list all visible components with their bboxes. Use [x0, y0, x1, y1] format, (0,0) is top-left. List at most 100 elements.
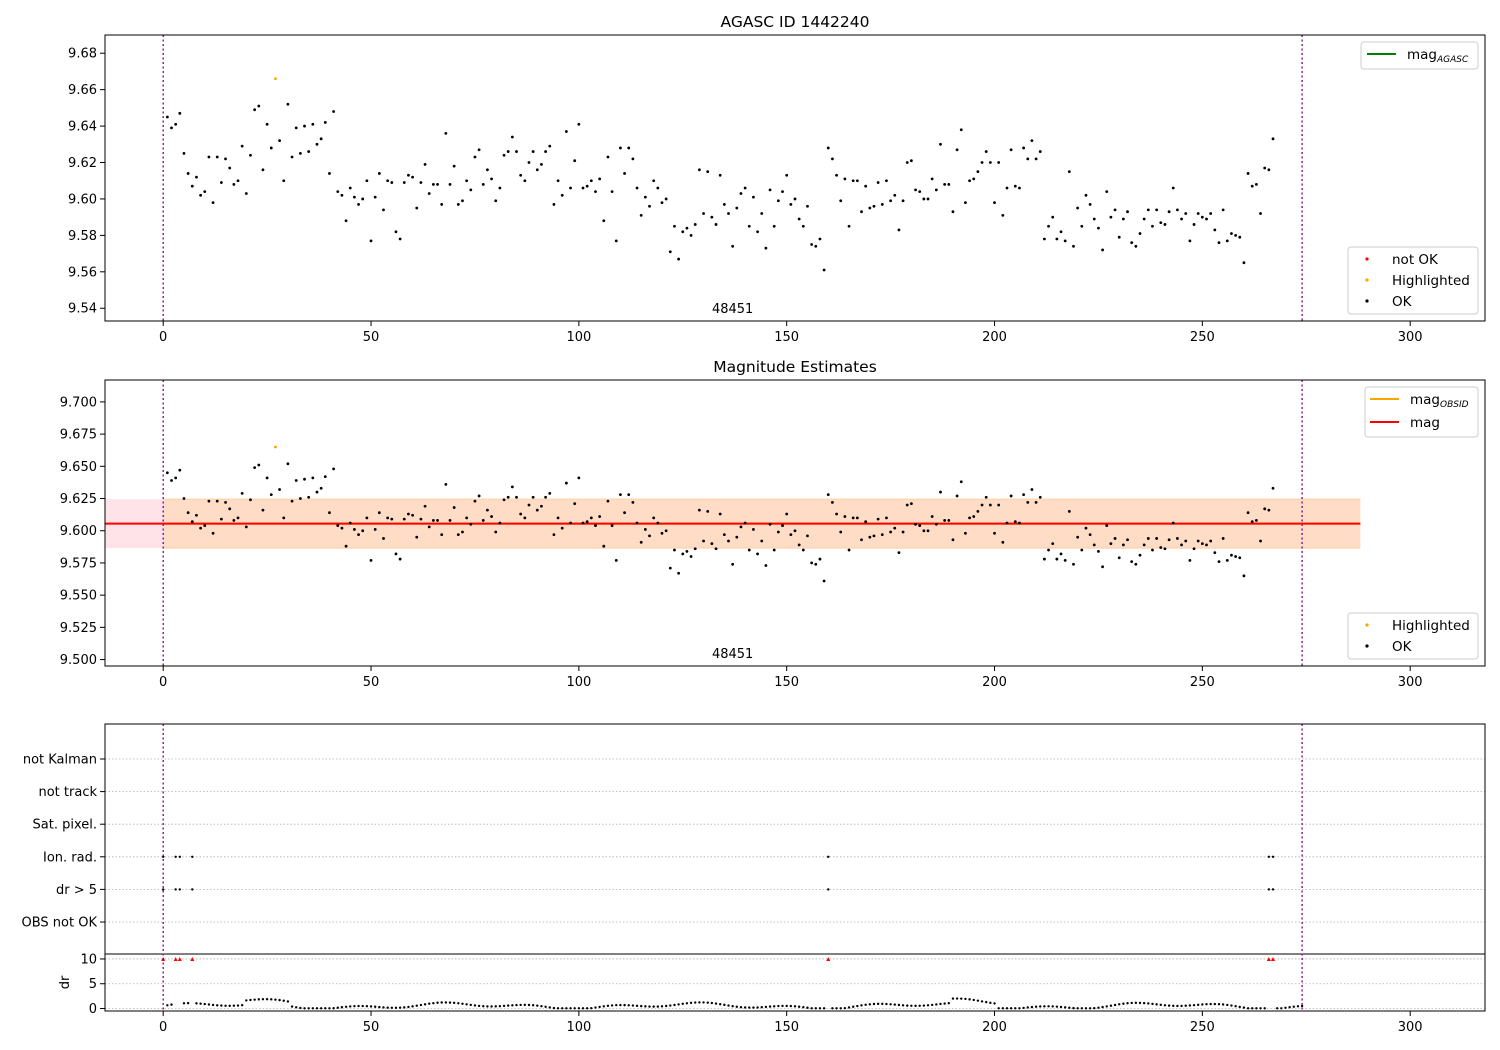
panel3-dr-point [565, 1007, 568, 1010]
panel3-dr-point [939, 1002, 942, 1006]
panel2-ok-point [814, 562, 818, 566]
panel3-dr-point [494, 1005, 497, 1008]
panel3-flag-point [174, 855, 177, 858]
panel1-ok-point [1059, 230, 1063, 234]
panel1-ok-point [714, 223, 718, 226]
panel3-dr-point [556, 1007, 560, 1010]
panel3-dr-point [182, 1002, 186, 1005]
panel3-dr-point [1192, 1003, 1196, 1007]
panel2-ok-point [1263, 507, 1267, 511]
panel2-ok-point [1142, 543, 1146, 547]
panel3-dr-point [901, 1004, 905, 1007]
panel3-dr-point [253, 998, 256, 1001]
panel2-ok-point [631, 500, 635, 504]
panel3-dr-point [851, 1005, 855, 1008]
panel3-dr-point [1018, 1007, 1021, 1010]
panel3-dr-point [1288, 1006, 1291, 1009]
panel1-ok-point [215, 155, 219, 159]
panel3-dr-point [365, 1005, 369, 1008]
panel3-dr-point [785, 1004, 788, 1008]
panel2-ok-point [215, 499, 219, 503]
panel3-dr-point [452, 1001, 456, 1005]
panel1-ok-point [290, 155, 294, 159]
panel2-xtick-label: 0 [159, 675, 167, 690]
panel3-dr-point [835, 1007, 838, 1010]
panel3-dr-point [797, 1005, 801, 1008]
panel1-ok-point [988, 161, 992, 164]
panel1-xtick-label: 0 [159, 330, 167, 345]
panel3-dr-point [340, 1006, 344, 1009]
panel1-ok-point [943, 182, 947, 186]
panel1-ok-point [419, 181, 423, 184]
panel3-dr-point [1284, 1006, 1287, 1009]
panel1-ok-point [1063, 239, 1067, 243]
panel2-xtick-label: 200 [982, 675, 1007, 690]
panel2-ok-point [540, 504, 543, 508]
panel3-dr-point [885, 1002, 888, 1006]
panel1-ok-point [257, 104, 261, 108]
panel3-dr-point [960, 997, 963, 1000]
panel2-ok-point [431, 519, 435, 522]
panel2-ok-point [1059, 552, 1063, 556]
panel1-ytick-label: 9.60 [68, 192, 97, 207]
panel2-ok-point [228, 507, 232, 511]
panel3-dr-point [1296, 1005, 1300, 1008]
panel2-ok-point [760, 539, 764, 543]
panel1-ok-point [889, 199, 893, 203]
panel2-ok-point [486, 508, 489, 512]
panel2-ok-point [806, 534, 809, 538]
panel2-ok-point [598, 515, 602, 518]
panel3-dr-point [689, 1001, 693, 1005]
panel2-ok-point [1171, 521, 1175, 525]
panel2-ytick-label: 9.675 [60, 428, 97, 443]
panel1-ok-point [1205, 217, 1208, 221]
panel3-dr-point [257, 998, 260, 1001]
panel3-dr-point [968, 998, 971, 1001]
panel3-dr-point [1300, 1004, 1304, 1008]
panel2-ok-point [868, 535, 872, 539]
panel1-ok-point [1146, 208, 1150, 212]
panel1-ytick-label: 9.64 [68, 120, 97, 135]
panel1-ok-point [1013, 184, 1017, 188]
panel2-ok-point [398, 557, 402, 561]
panel2-ok-point [1105, 524, 1109, 527]
panel1-ok-point [486, 168, 489, 172]
panel3-dr-point [211, 1003, 215, 1007]
panel1-ok-point [286, 102, 290, 106]
panel2-ok-point [847, 548, 851, 552]
panel2-ytick-label: 9.650 [60, 460, 97, 475]
panel1-ok-point [1234, 233, 1238, 237]
panel2-ok-point [997, 503, 1001, 507]
panel1-xtick-label: 250 [1190, 330, 1215, 345]
panel1-ok-point [535, 168, 539, 172]
panel3-dr-point [577, 1007, 581, 1010]
panel3-dr-point [1142, 1001, 1146, 1005]
panel1-ok-point [673, 224, 676, 228]
panel2-ok-point [452, 506, 456, 509]
panel1-ytick-label: 9.58 [68, 229, 97, 244]
panel3-dr-point [170, 1003, 173, 1006]
panel3-dr-point [245, 999, 248, 1002]
panel3-dr-point [199, 1002, 202, 1005]
panel1-ok-point [955, 148, 959, 152]
panel1-ok-point [764, 246, 768, 250]
panel3-dr-point [955, 997, 959, 1000]
panel1-ok-point [627, 146, 631, 150]
panel3-dr-point [910, 1004, 913, 1008]
panel1-ok-point [656, 186, 660, 190]
panel2-ok-point [602, 544, 606, 548]
panel1-ok-point [706, 170, 710, 174]
panel2-ok-point [864, 520, 868, 524]
panel1-ok-point [727, 212, 730, 215]
panel3-dr-point [681, 1002, 684, 1006]
panel3-dr-point [344, 1005, 348, 1008]
panel2-ok-point [926, 529, 930, 533]
panel3-dr-point [706, 1001, 709, 1004]
panel3-flag-label: not Kalman [23, 753, 97, 768]
panel3-dr-point [985, 1000, 988, 1004]
panel3-dr-point [1275, 1007, 1279, 1010]
panel1-highlighted-point [274, 77, 277, 81]
panel3-dr-point [328, 1007, 331, 1010]
panel1-ok-point [211, 201, 215, 204]
panel1-ok-point [623, 172, 626, 175]
